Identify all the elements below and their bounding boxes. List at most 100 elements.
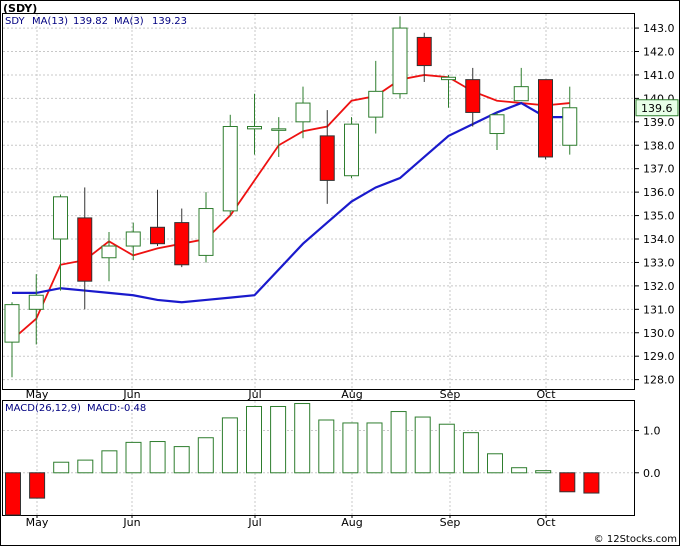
macd-bar (29, 472, 46, 499)
candle-body (392, 27, 408, 95)
price-y-tick-label: 133.0 (643, 256, 675, 269)
price-y-tick-label: 134.0 (643, 233, 675, 246)
last-price-marker: 139.6 (635, 99, 679, 117)
macd-bar (559, 472, 576, 493)
candle (53, 194, 68, 291)
price-y-tick-label: 130.0 (643, 327, 675, 340)
last-price-box (635, 99, 679, 117)
price-x-tick-label: Sep (440, 388, 461, 401)
price-grid (3, 14, 635, 389)
price-y-tick-label: 136.0 (643, 186, 675, 199)
macd-bar (438, 423, 455, 474)
macd-bar (125, 441, 142, 474)
candle (295, 86, 311, 139)
last-price-label: 139.6 (641, 102, 673, 115)
candle-body (125, 231, 141, 247)
price-y-tick-label: 141.0 (643, 69, 675, 82)
candle-body (53, 196, 68, 240)
macd-y-axis: 0.0 1.0 (635, 425, 661, 480)
candle (174, 208, 190, 268)
candle (28, 274, 44, 345)
price-y-tick-label: 129.0 (643, 350, 675, 363)
candle (319, 110, 335, 204)
candle (125, 222, 141, 261)
candle (513, 67, 529, 102)
macd-x-tick-label: May (26, 516, 49, 529)
candle (465, 67, 481, 127)
candle-body (28, 294, 44, 310)
ma3-line (12, 101, 570, 304)
macd-bar (342, 422, 359, 474)
price-y-tick-label: 139.0 (643, 116, 675, 129)
macd-y-tick-label: 0.0 (643, 467, 661, 480)
price-y-tick-label: 137.0 (643, 163, 675, 176)
legend-symbol: SDY (5, 16, 26, 27)
price-x-axis: May Jun Jul Aug Sep Oct (26, 388, 557, 401)
price-x-tick-label: Oct (536, 388, 556, 401)
macd-bar (583, 472, 600, 494)
macd-bar (511, 467, 528, 474)
macd-legend-label: MACD(26,12,9) (5, 403, 81, 414)
candle (416, 32, 432, 82)
price-x-tick-label: May (26, 388, 49, 401)
price-x-tick-label: Jul (247, 388, 261, 401)
candle (101, 231, 117, 282)
candlesticks (4, 16, 578, 378)
price-y-tick-label: 143.0 (643, 22, 675, 35)
macd-legend-value: MACD:-0.48 (87, 403, 146, 414)
macd-histogram (5, 403, 600, 516)
price-legend: SDY MA(13) 139.82 MA(3) 139.23 (5, 16, 187, 27)
macd-bar (221, 417, 238, 474)
candle-body (416, 36, 432, 67)
candle-body (77, 217, 93, 282)
macd-bar (294, 403, 311, 474)
macd-bar (197, 437, 214, 474)
macd-bar (149, 441, 166, 474)
candle-body (344, 123, 359, 177)
macd-bar (246, 405, 262, 474)
price-y-tick-label: 138.0 (643, 139, 675, 152)
price-x-tick-label: Aug (341, 388, 362, 401)
candle (77, 187, 93, 310)
candle-body (247, 126, 262, 130)
candle (150, 189, 165, 247)
candle (247, 93, 262, 155)
macd-x-tick-label: Aug (341, 516, 362, 529)
macd-x-tick-label: Jul (247, 516, 261, 529)
candle (562, 86, 578, 155)
candle (441, 74, 456, 108)
legend-ma3-label: MA(3) (114, 16, 144, 27)
macd-x-tick-label: Sep (440, 516, 461, 529)
price-y-tick-label: 142.0 (643, 46, 675, 59)
macd-bar (5, 472, 21, 516)
candle-body (562, 107, 578, 146)
candle-body (319, 135, 335, 181)
candle (344, 117, 359, 179)
macd-bar (53, 461, 70, 474)
macd-legend: MACD(26,12,9) MACD:-0.48 (5, 403, 146, 414)
watermark: © 12Stocks.com (594, 534, 677, 545)
candle-body (271, 128, 287, 131)
candle-body (513, 86, 529, 102)
candle (489, 112, 505, 150)
macd-x-tick-label: Jun (122, 516, 140, 529)
macd-x-tick-label: Oct (536, 516, 556, 529)
candle-body (368, 90, 384, 118)
chart-title: (SDY) (3, 2, 37, 15)
macd-bar (462, 432, 479, 474)
macd-bar (487, 453, 503, 474)
macd-bar (270, 405, 287, 474)
candle-body (4, 304, 20, 343)
price-y-tick-label: 132.0 (643, 280, 675, 293)
price-y-tick-label: 131.0 (643, 303, 675, 316)
candle-body (465, 79, 481, 113)
candle-body (174, 222, 190, 266)
candle-body (222, 126, 238, 212)
candle-body (198, 208, 214, 256)
macd-bar (318, 419, 335, 474)
candle-body (150, 226, 165, 245)
macd-y-tick-label: 1.0 (643, 425, 661, 438)
candle (198, 192, 214, 263)
price-panel (2, 13, 635, 390)
